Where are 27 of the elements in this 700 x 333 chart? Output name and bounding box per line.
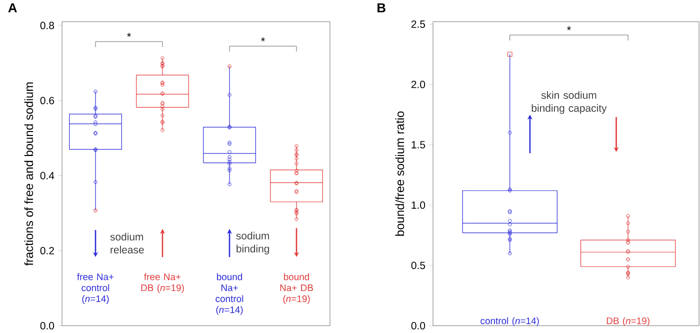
y-tick-label: 0.4 [40, 172, 54, 180]
y-tick-label: 0.0 [411, 322, 426, 330]
annotation: sodium binding [236, 232, 270, 255]
annotation: * [127, 33, 131, 37]
x-tick-label: bound Na+ control (n=14) [216, 273, 244, 316]
y-tick-label: 2.0 [411, 80, 426, 88]
chart-title: B [378, 3, 386, 12]
annotation: sodium release [110, 232, 144, 254]
x-tick-label: free Na+ DB (n=19) [141, 273, 184, 294]
y-tick-label: 1.0 [412, 202, 426, 209]
y-tick-label: 0.2 [40, 247, 54, 254]
y-tick-label: 0.6 [40, 96, 54, 104]
annotation: skin sodium binding capacity [532, 91, 607, 114]
annotation: * [567, 26, 571, 30]
y-tick-label: 0.8 [40, 22, 54, 30]
y-tick-label: 2.5 [411, 20, 426, 28]
x-tick-label: DB (n=19) [606, 317, 650, 326]
x-tick-label: bound Na+ DB (n=19) [280, 273, 313, 304]
annotation: * [261, 38, 265, 42]
x-tick-label: free Na+ control (n=14) [77, 273, 114, 304]
x-tick-label: control (n=14) [480, 317, 539, 326]
chart-title: A [8, 3, 17, 12]
y-tick-label: 0.0 [40, 322, 54, 330]
y-axis-title: bound/free sodium ratio [395, 112, 404, 236]
y-tick-label: 1.5 [412, 141, 426, 149]
y-tick-label: 0.5 [411, 262, 426, 270]
y-axis-title: fractions of free and bound sodium [24, 82, 34, 266]
